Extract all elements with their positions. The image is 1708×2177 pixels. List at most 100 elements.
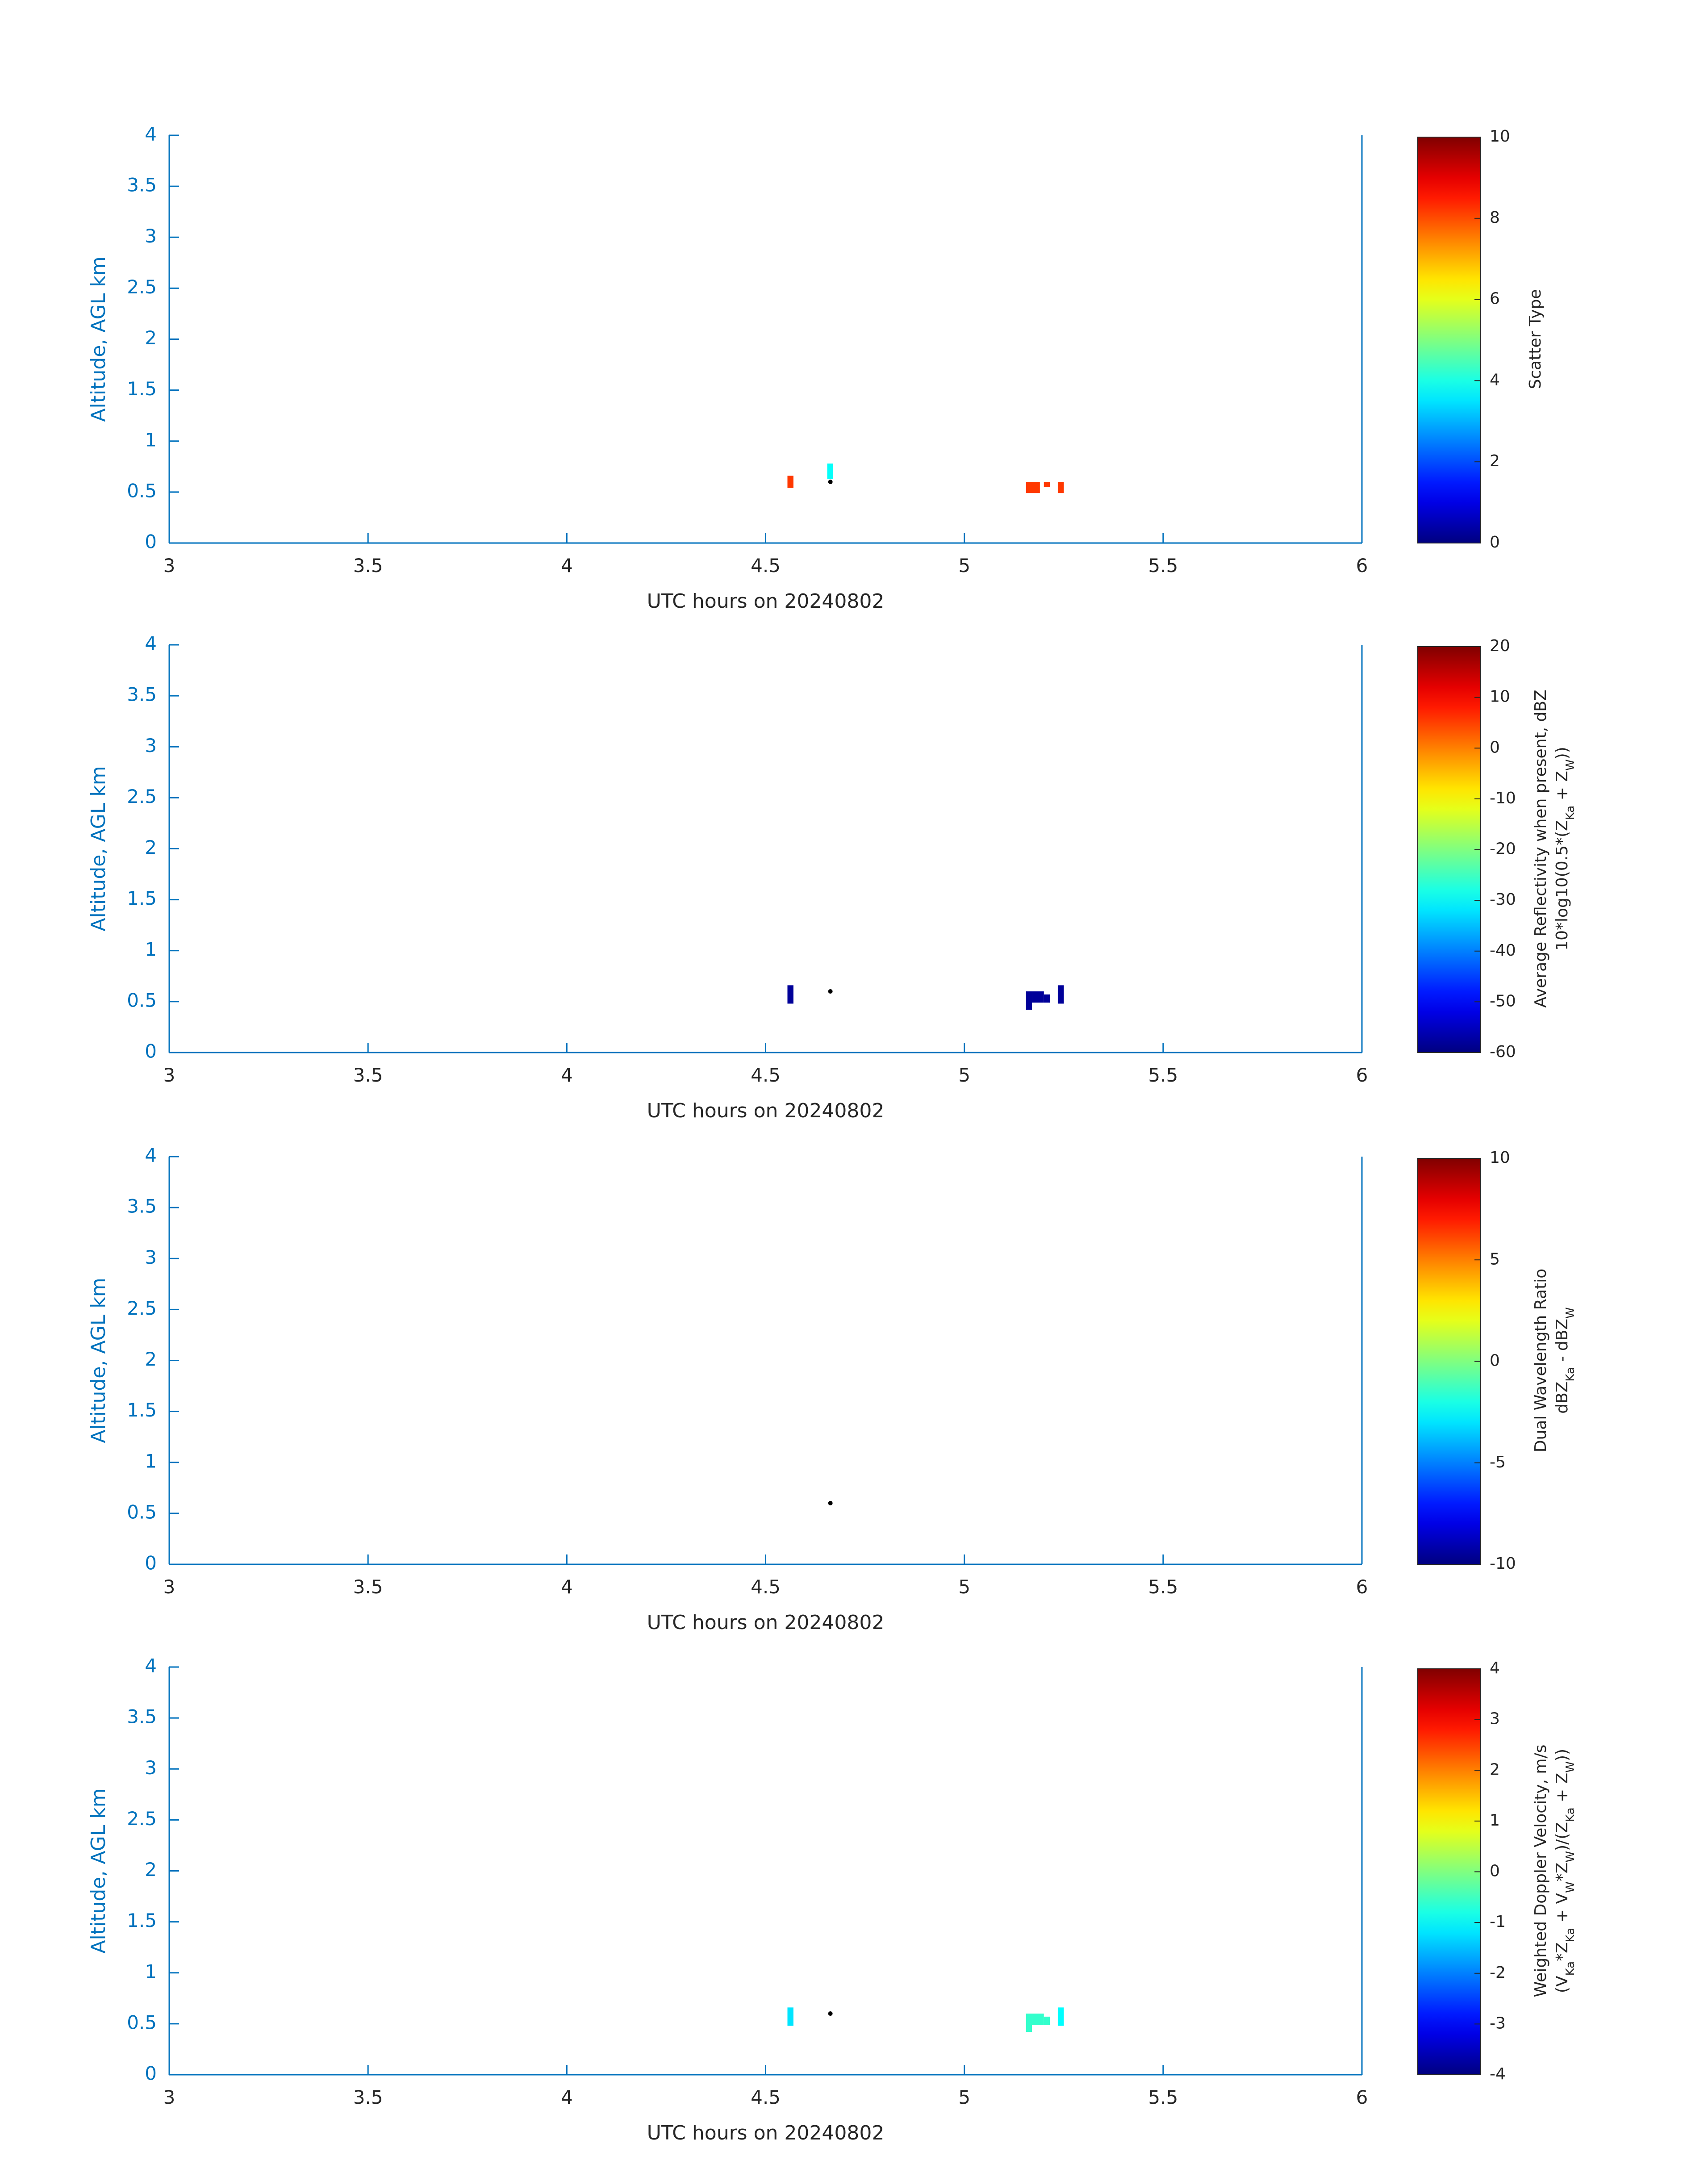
colorbar-label: dBZKa - dBZW — [1553, 1307, 1577, 1414]
colorbar-tick-label: 20 — [1490, 637, 1510, 655]
y-tick-label: 4 — [145, 1145, 157, 1166]
colorbar-tick-label: 5 — [1490, 1250, 1500, 1268]
x-tick-label: 4.5 — [751, 1576, 781, 1598]
colorbar-tick-label: -1 — [1490, 1913, 1506, 1931]
colorbar-tick-label: 0 — [1490, 1862, 1500, 1880]
data-cell-4 — [1044, 2016, 1050, 2025]
panel-4: 3 3.5 4 4.5 5 5.5 6 0 0.5 1 1.5 2 2.5 3 3.5 4 UTC hours … — [87, 1655, 1577, 2145]
x-axis-label: UTC hours on 20240802 — [647, 1611, 885, 1634]
y-tick-label: 2 — [145, 1348, 157, 1370]
colorbar-tick-label: -20 — [1490, 840, 1516, 858]
data-cell-5 — [1057, 2007, 1064, 2026]
y-tick-label: 2.5 — [127, 1297, 157, 1319]
colorbar-tick-label: 1 — [1490, 1811, 1500, 1830]
x-tick-label: 4.5 — [751, 2086, 781, 2108]
x-tick-label: 3.5 — [353, 1064, 383, 1086]
colorbar — [1418, 647, 1481, 1053]
colorbar-label: Average Reflectivity when present, dBZ — [1532, 689, 1550, 1007]
x-tick-label: 5.5 — [1148, 1064, 1178, 1086]
y-tick-label: 0.5 — [127, 2011, 157, 2033]
x-tick-label: 3.5 — [353, 1576, 383, 1598]
colorbar-tick-label: 4 — [1490, 371, 1500, 389]
data-cell-3 — [1026, 482, 1040, 493]
panel-2: 3 3.5 4 4.5 5 5.5 6 0 0.5 1 1.5 2 2.5 3 3.5 4 UTC hours … — [87, 633, 1577, 1123]
colorbar-tick-label: 10 — [1490, 688, 1510, 706]
y-tick-label: 3.5 — [127, 1195, 157, 1217]
y-tick-label: 0 — [145, 1552, 157, 1574]
colorbar-tick-label: 3 — [1490, 1710, 1500, 1728]
x-tick-label: 6 — [1356, 1064, 1368, 1086]
data-cell-2 — [1026, 991, 1032, 1010]
x-tick-label: 5 — [958, 1064, 970, 1086]
x-tick-label: 3.5 — [353, 555, 383, 577]
colorbar-tick-label: -50 — [1490, 992, 1516, 1010]
x-tick-label: 4.5 — [751, 1064, 781, 1086]
y-tick-label: 3 — [145, 1757, 157, 1779]
y-tick-label: 0 — [145, 531, 157, 553]
y-tick-label: 1.5 — [127, 378, 157, 400]
colorbar-tick-label: 10 — [1490, 1149, 1510, 1167]
y-axis-label: Altitude, AGL km — [87, 1788, 110, 1953]
y-tick-label: 3.5 — [127, 174, 157, 196]
colorbar-label: Weighted Doppler Velocity, m/s — [1532, 1745, 1550, 1997]
x-tick-label: 5 — [958, 555, 970, 577]
colorbar-tick-label: -2 — [1490, 1964, 1506, 1982]
y-tick-label: 4 — [145, 1655, 157, 1677]
colorbar-tick-label: -5 — [1490, 1453, 1506, 1471]
x-tick-label: 4 — [561, 555, 573, 577]
x-axis-label: UTC hours on 20240802 — [647, 590, 885, 613]
y-axis-label: Altitude, AGL km — [87, 766, 110, 931]
x-tick-label: 4 — [561, 1576, 573, 1598]
data-cell-3 — [1032, 2014, 1044, 2025]
data-cell-2 — [1026, 2014, 1032, 2032]
data-marker-1 — [828, 2011, 833, 2016]
data-marker-1 — [828, 989, 833, 994]
y-tick-label: 2.5 — [127, 276, 157, 298]
x-tick-label: 3 — [163, 1064, 175, 1086]
y-tick-label: 0 — [145, 1040, 157, 1062]
y-axis-label: Altitude, AGL km — [87, 256, 110, 422]
y-tick-label: 2 — [145, 327, 157, 349]
colorbar-label: Dual Wavelength Ratio — [1532, 1269, 1550, 1452]
x-tick-label: 3 — [163, 555, 175, 577]
colorbar-tick-label: -3 — [1490, 2014, 1506, 2032]
y-tick-label: 2 — [145, 1859, 157, 1880]
data-marker-1 — [828, 480, 833, 485]
x-tick-label: 4 — [561, 1064, 573, 1086]
colorbar-tick-label: 0 — [1490, 1352, 1500, 1370]
data-cell-1 — [787, 2007, 793, 2026]
x-tick-label: 3 — [163, 1576, 175, 1598]
colorbar-tick-label: 2 — [1490, 1760, 1500, 1779]
colorbar-tick-label: 0 — [1490, 533, 1500, 552]
data-cell-2 — [827, 463, 833, 479]
y-tick-label: 0.5 — [127, 989, 157, 1011]
y-tick-label: 3 — [145, 1246, 157, 1268]
colorbar-tick-label: -10 — [1490, 789, 1516, 807]
data-cell-1 — [787, 985, 793, 1004]
y-tick-label: 3 — [145, 735, 157, 756]
colorbar-tick-label: 10 — [1490, 127, 1510, 146]
y-tick-label: 1 — [145, 429, 157, 451]
y-tick-label: 1.5 — [127, 1910, 157, 1931]
colorbar-label: (VKa*ZKa + VW*ZW)/(ZKa + ZW)) — [1553, 1749, 1577, 1993]
y-tick-label: 1 — [145, 1960, 157, 1982]
y-tick-label: 0 — [145, 2063, 157, 2085]
y-tick-label: 0.5 — [127, 1501, 157, 1523]
colorbar — [1418, 1158, 1481, 1564]
colorbar-frame — [1417, 137, 1481, 543]
y-tick-label: 1 — [145, 938, 157, 960]
data-cell-4 — [1044, 482, 1050, 487]
colorbar-tick-label: -30 — [1490, 890, 1516, 909]
x-axis-label: UTC hours on 20240802 — [647, 1099, 885, 1122]
y-tick-label: 1.5 — [127, 1399, 157, 1421]
y-axis-label: Altitude, AGL km — [87, 1278, 110, 1443]
data-cell-1 — [787, 476, 793, 488]
x-tick-label: 6 — [1356, 2086, 1368, 2108]
x-tick-label: 6 — [1356, 555, 1368, 577]
y-tick-label: 2.5 — [127, 786, 157, 807]
x-axis-label: UTC hours on 20240802 — [647, 2122, 885, 2144]
colorbar — [1418, 137, 1481, 543]
colorbar-tick-label: 6 — [1490, 290, 1500, 308]
colorbar-label: Scatter Type — [1526, 289, 1545, 389]
data-marker-1 — [828, 1501, 833, 1506]
